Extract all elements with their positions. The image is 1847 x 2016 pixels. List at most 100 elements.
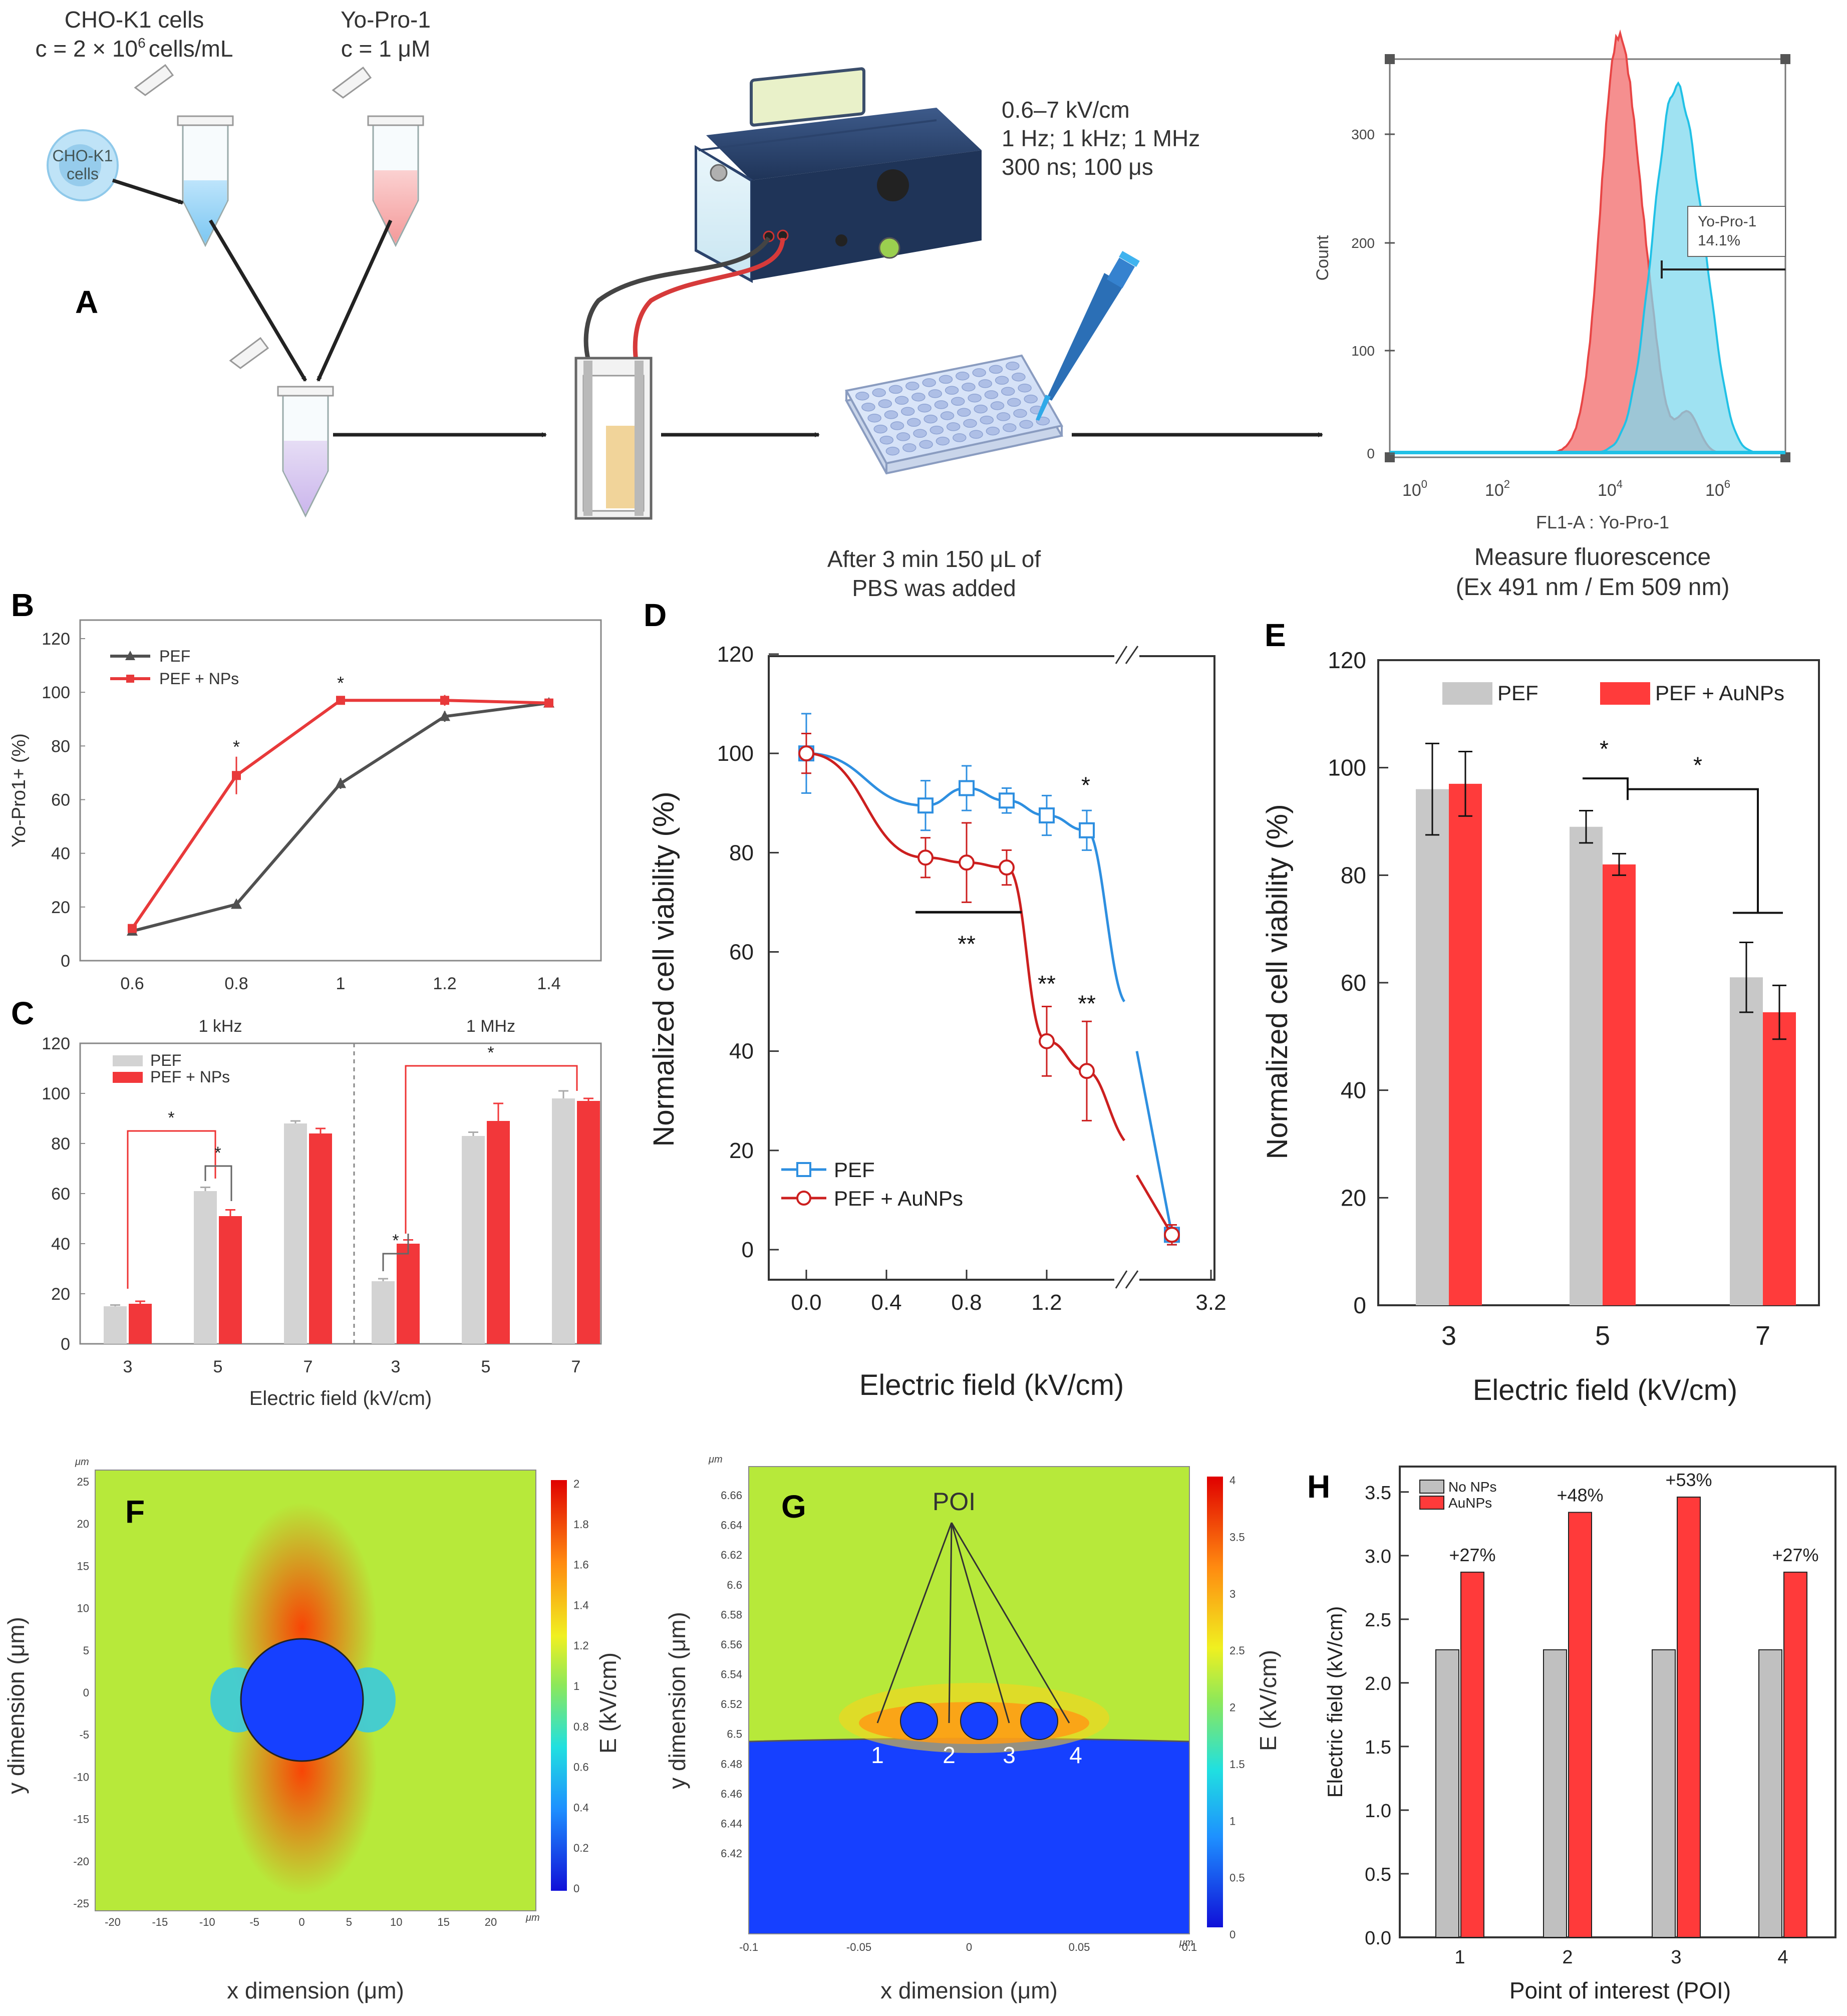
panel-d-point bbox=[1164, 1227, 1180, 1243]
well bbox=[986, 426, 1000, 436]
panel-e-y-tick: 100 bbox=[1328, 755, 1366, 781]
panel-h-x-label: Point of interest (POI) bbox=[1509, 1977, 1731, 2003]
panel-h-legend-label: No NPs bbox=[1448, 1479, 1496, 1495]
panel-d-y-tick: 0 bbox=[742, 1238, 754, 1262]
well bbox=[972, 368, 986, 377]
panel-d-point bbox=[959, 854, 975, 871]
panel-g-y-label: y dimension (μm) bbox=[664, 1612, 690, 1789]
frame-handle-bl bbox=[1385, 452, 1395, 462]
panel-f-x-label: x dimension (μm) bbox=[227, 1977, 404, 2003]
panel-f-x-tick: 0 bbox=[298, 1916, 304, 1928]
panel-c-significance: * bbox=[214, 1143, 221, 1163]
panel-h-bar-aunps bbox=[1783, 1571, 1807, 1938]
well bbox=[911, 392, 926, 402]
panel-b-line-pef bbox=[132, 701, 549, 933]
panel-c-bracket bbox=[204, 1165, 232, 1201]
panel-c-bar-pef-nps bbox=[129, 1304, 152, 1344]
poi-number: 1 bbox=[871, 1742, 884, 1768]
well bbox=[907, 418, 921, 427]
panel-c-significance: * bbox=[168, 1108, 174, 1127]
panel-c-bar-pef-nps bbox=[397, 1244, 420, 1344]
nanoparticle-3 bbox=[1020, 1702, 1058, 1740]
panel-f-y-label: y dimension (μm) bbox=[3, 1617, 29, 1794]
panel-c-x-tick: 3 bbox=[123, 1357, 133, 1376]
panel-d-significance: * bbox=[1081, 772, 1090, 798]
panel-f-colorbar-tick: 0.2 bbox=[573, 1842, 589, 1854]
panel-c-x-tick: 5 bbox=[481, 1357, 491, 1376]
panel-d-line-tail bbox=[1135, 1051, 1173, 1235]
panel-f-y-tick: -25 bbox=[73, 1897, 89, 1910]
histogram-x-tick-base: 10 bbox=[1485, 481, 1504, 500]
histogram-x-tick-exponent: 2 bbox=[1504, 478, 1510, 490]
flow-histogram: Yo-Pro-1 14.1% Count FL1-A : Yo-Pro-1 01… bbox=[1313, 29, 1790, 532]
panel-c-bar-pef bbox=[194, 1191, 217, 1344]
axis-break-mark bbox=[1115, 646, 1128, 664]
poi-pointers bbox=[876, 1522, 1070, 1723]
panel-c-legend-swatch bbox=[113, 1072, 143, 1083]
colorbar-g bbox=[1207, 1477, 1223, 1927]
panel-letter-e: E bbox=[1265, 617, 1286, 653]
panel-g-ticks: -0.1 -0.05 0 0.05 0.1μm6.666.646.626.66.586.… bbox=[708, 1454, 1245, 1953]
panel-letter-h: H bbox=[1307, 1469, 1330, 1505]
panel-f-x-unit: μm bbox=[525, 1912, 540, 1923]
panel-c-y-tick: 100 bbox=[42, 1084, 70, 1103]
panel-g-y-tick: 6.46 bbox=[721, 1788, 742, 1800]
panel-d-ticks: 0 20 40 60 80 100 120 0.0 0.4 0.8 1.2 3.2 bbox=[717, 642, 1226, 1315]
panel-h-x-tick: 1 bbox=[1454, 1947, 1465, 1968]
histogram-y-tick: 0 bbox=[1367, 446, 1375, 461]
cells-conc-base: c = 2 × 10 bbox=[36, 36, 138, 62]
histogram-x-tick-base: 10 bbox=[1598, 481, 1617, 500]
panel-e-significance: * bbox=[1693, 752, 1702, 778]
gate-label: Yo-Pro-1 bbox=[1698, 213, 1756, 230]
nanoparticle-2 bbox=[960, 1702, 998, 1740]
panel-c-legend-label: PEF + NPs bbox=[150, 1068, 230, 1086]
panel-h-x-tick: 4 bbox=[1777, 1947, 1788, 1968]
panel-c-significance: * bbox=[487, 1043, 494, 1062]
panel-f-colorbar-tick: 0.6 bbox=[573, 1761, 589, 1774]
panel-c-bar-pef bbox=[552, 1098, 575, 1344]
histogram-x-tick-exponent: 4 bbox=[1617, 478, 1623, 490]
panel-h-x-tick: 2 bbox=[1562, 1947, 1573, 1968]
panel-d-significance: ** bbox=[1038, 971, 1056, 997]
panel-letter-d: D bbox=[644, 597, 667, 633]
panel-c-bar-pef-nps bbox=[487, 1121, 510, 1344]
panel-h-bar-no-nps bbox=[1543, 1649, 1567, 1938]
well bbox=[939, 375, 953, 384]
panel-d-point bbox=[999, 859, 1015, 876]
gate-value: 14.1% bbox=[1698, 232, 1740, 249]
well bbox=[1003, 423, 1017, 432]
circle-label-line2: cells bbox=[67, 165, 99, 183]
well bbox=[905, 381, 919, 391]
panel-g-colorbar-tick: 2.5 bbox=[1229, 1644, 1245, 1657]
panel-g-x-tick: 0.05 bbox=[1069, 1941, 1090, 1953]
panel-f-x-tick: 5 bbox=[346, 1916, 352, 1928]
panel-e-bar-pef-aunps bbox=[1603, 864, 1636, 1305]
panel-c-ticks: 0 20 40 60 80 100 120 3 5 7 3 5 7 1 kHz 1 MHz bbox=[42, 1017, 580, 1376]
panel-g-colorbar-tick: 3.5 bbox=[1229, 1531, 1245, 1543]
well bbox=[900, 407, 915, 416]
axis-break-mark bbox=[1115, 1270, 1128, 1289]
panel-b-point bbox=[440, 696, 449, 705]
panel-e-bracket bbox=[1583, 777, 1629, 800]
histogram-y-tick: 100 bbox=[1351, 343, 1375, 359]
panel-f-x-tick: 20 bbox=[485, 1916, 497, 1928]
circle-label-line1: CHO-K1 bbox=[53, 147, 113, 165]
panel-h-y-label: Electric field (kV/cm) bbox=[1323, 1606, 1347, 1798]
well bbox=[884, 410, 898, 419]
panel-b-point bbox=[336, 696, 345, 705]
panel-b-point bbox=[232, 771, 241, 780]
panel-h-frame bbox=[1399, 1466, 1836, 1938]
panel-h-legend-label: AuNPs bbox=[1448, 1495, 1492, 1511]
poi-numbers: 1 2 3 4 bbox=[871, 1742, 1082, 1768]
panel-g-x-tick: 0 bbox=[966, 1941, 972, 1953]
well bbox=[917, 403, 932, 413]
panel-c-bar-pef bbox=[284, 1123, 307, 1344]
panel-d-x-tick: 0.8 bbox=[951, 1290, 982, 1315]
panel-c-bars: * * * * bbox=[104, 1043, 600, 1344]
well bbox=[1013, 409, 1027, 418]
panel-letter-g: G bbox=[781, 1489, 806, 1525]
cells-label-line2: c = 2 × 106 cells/mL bbox=[36, 35, 233, 62]
panel-h-bar-aunps bbox=[1568, 1512, 1592, 1938]
